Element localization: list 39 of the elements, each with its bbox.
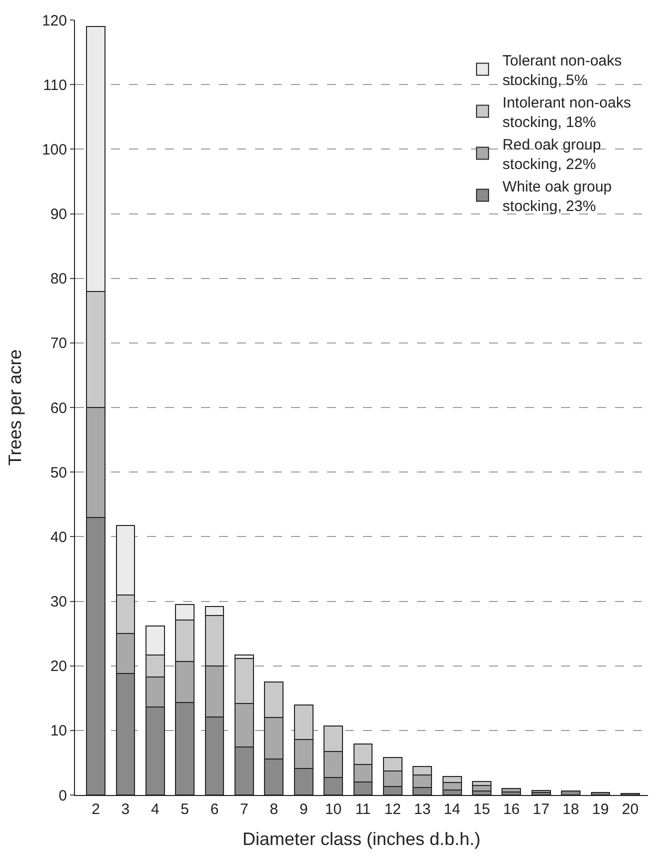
x-tick-label: 17 xyxy=(532,801,550,818)
y-tick-label: 100 xyxy=(42,141,67,158)
x-axis-title: Diameter class (inches d.b.h.) xyxy=(242,829,481,850)
x-tick-label: 6 xyxy=(210,801,219,818)
x-tick-label: 12 xyxy=(384,801,402,818)
y-tick-label: 70 xyxy=(50,335,67,352)
x-tick-label: 2 xyxy=(92,801,100,818)
x-tick-label: 8 xyxy=(270,801,278,818)
y-tick-label: 10 xyxy=(50,722,67,740)
y-tick-label: 120 xyxy=(42,12,67,30)
y-axis-title: Trees per acre xyxy=(5,349,26,466)
bar xyxy=(502,788,522,792)
legend-label: Intolerant non-oaks stocking, 18% xyxy=(502,94,631,131)
x-tick-label: 7 xyxy=(240,801,248,818)
y-tick-label: 0 xyxy=(58,787,67,804)
y-tick-label: 30 xyxy=(50,594,67,610)
x-tick-label: 14 xyxy=(444,801,460,818)
legend-label: Red oak group stocking, 22% xyxy=(502,136,601,173)
x-tick-label: 15 xyxy=(473,801,490,818)
x-tick-label: 20 xyxy=(622,801,639,818)
y-tick-label: 80 xyxy=(50,270,67,288)
x-tick-label: 16 xyxy=(503,801,520,818)
x-tick-label: 10 xyxy=(324,801,342,818)
x-tick-label: 4 xyxy=(150,801,160,818)
y-tick-label: 60 xyxy=(50,400,67,417)
x-tick-label: 19 xyxy=(592,801,609,818)
legend-label: White oak group stocking, 23% xyxy=(502,178,612,215)
x-tick-label: 11 xyxy=(355,801,371,818)
y-tick-label: 110 xyxy=(43,76,67,94)
x-tick-label: 5 xyxy=(180,801,190,818)
x-tick-label: 3 xyxy=(121,801,130,818)
x-tick-label: 9 xyxy=(299,801,308,818)
y-tick-label: 40 xyxy=(50,528,67,546)
y-tick-label: 90 xyxy=(50,206,67,223)
x-tick-label: 13 xyxy=(414,801,431,818)
legend-label: Tolerant non-oaks stocking, 5% xyxy=(502,52,622,89)
y-tick-label: 50 xyxy=(50,464,67,482)
y-tick-label: 20 xyxy=(50,658,67,676)
x-tick-label: 18 xyxy=(562,801,580,818)
